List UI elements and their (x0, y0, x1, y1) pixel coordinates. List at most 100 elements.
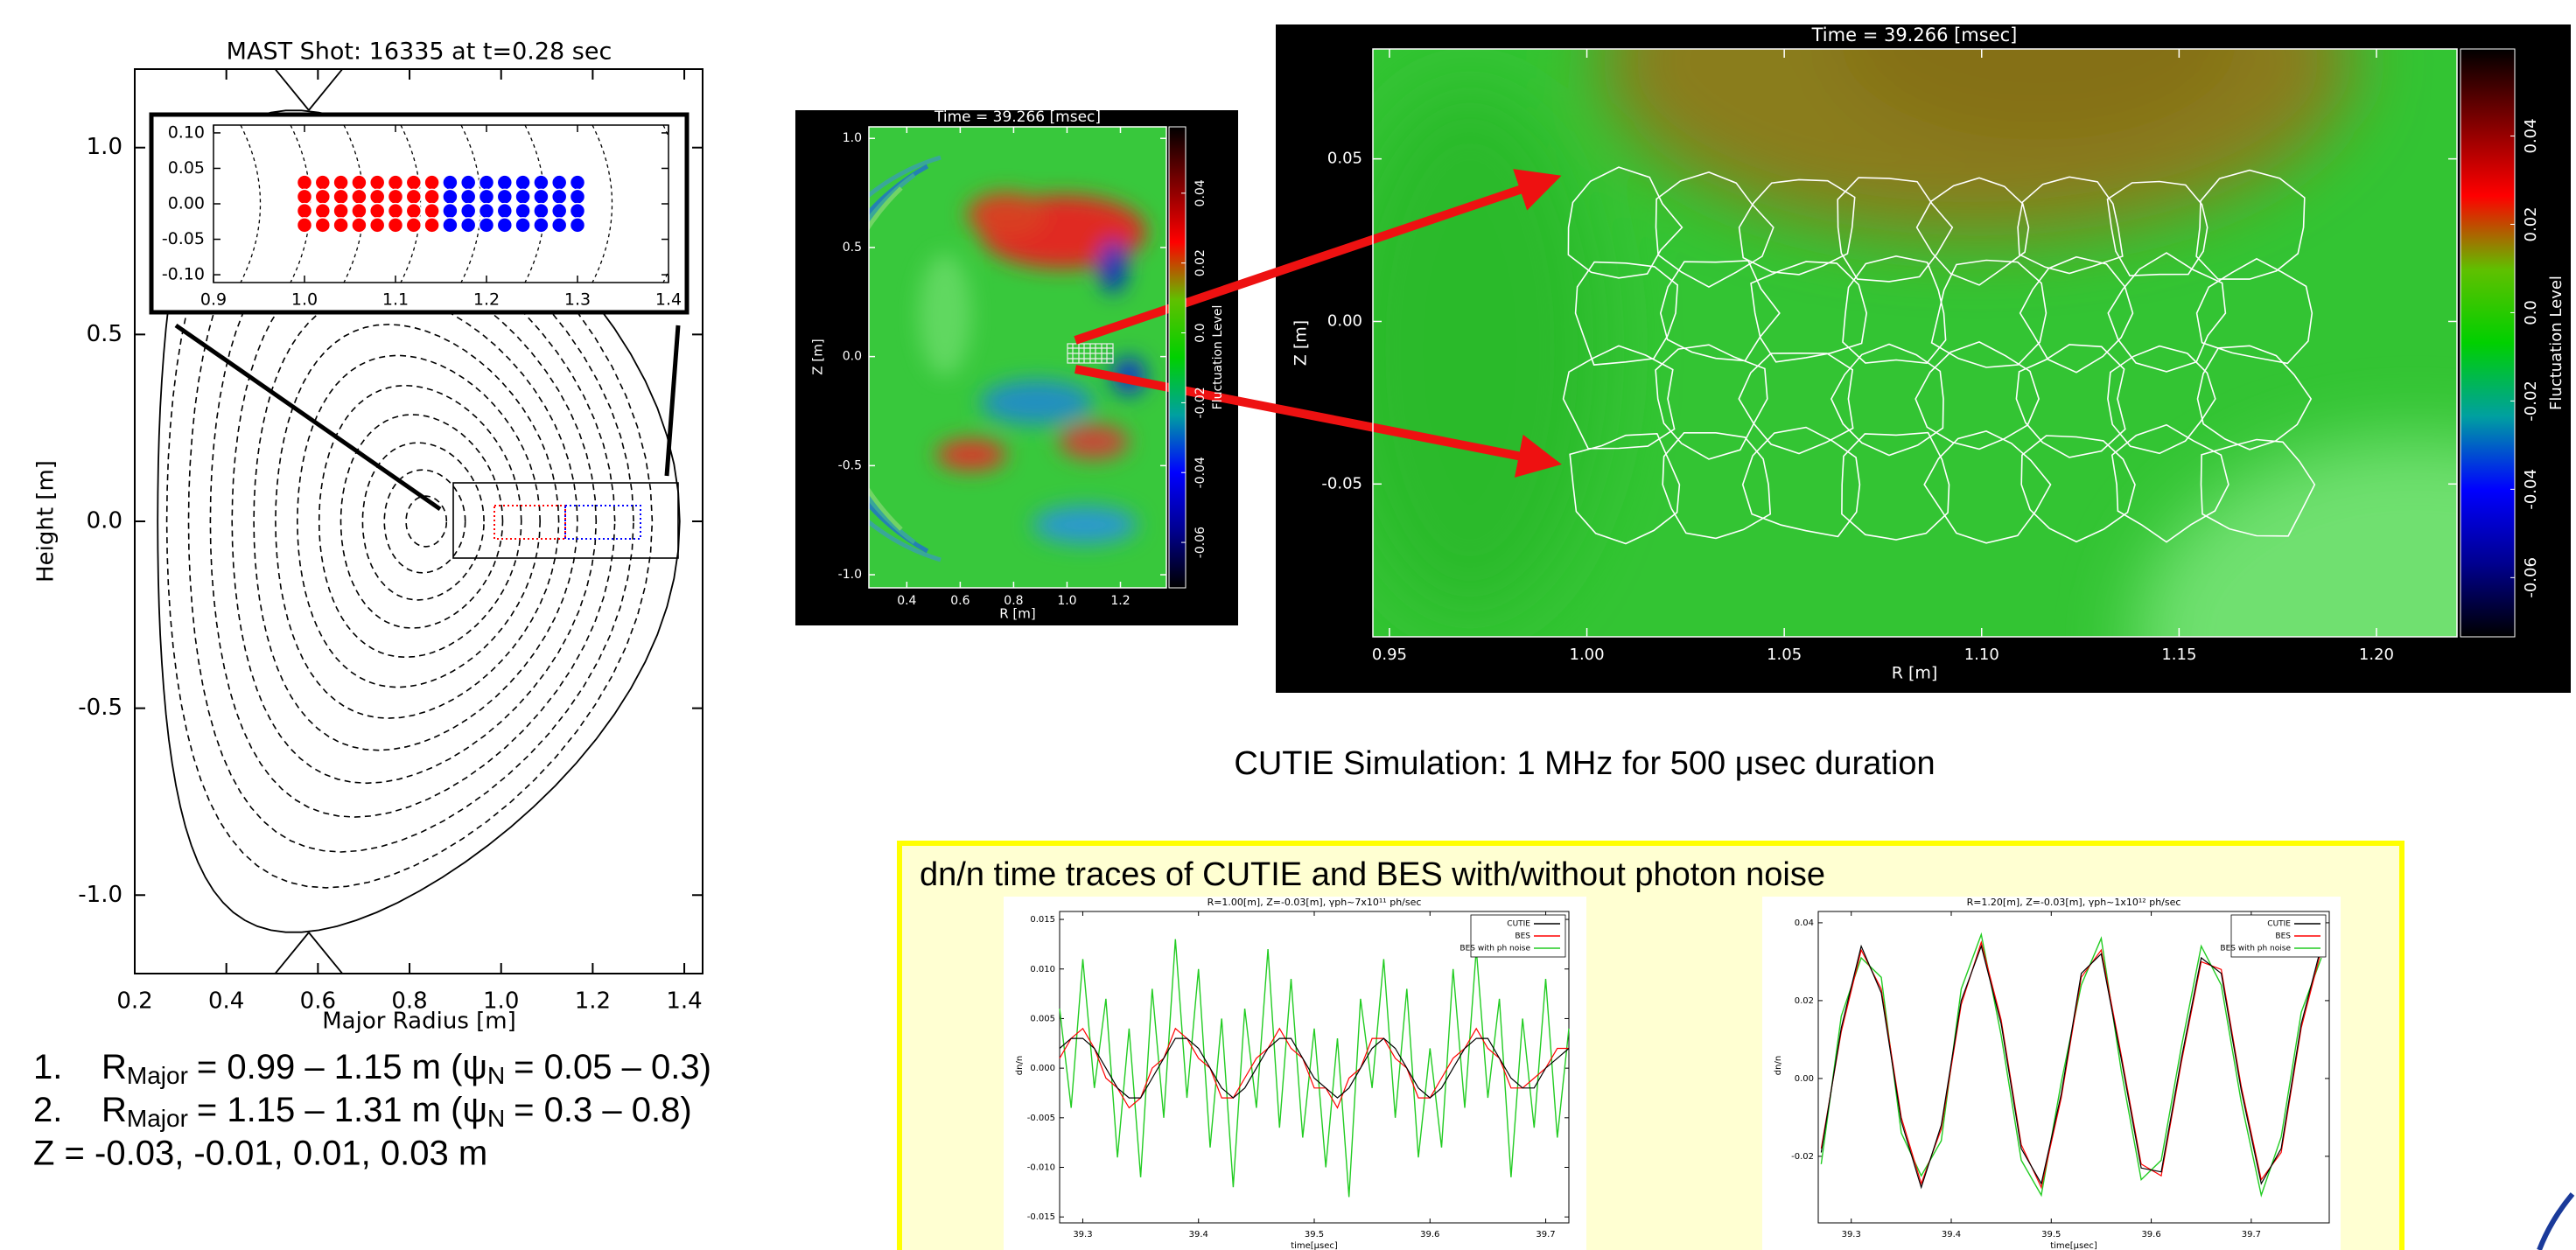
bes-channel (424, 175, 439, 190)
bes-channel (461, 218, 476, 233)
bes-channel (534, 218, 549, 233)
y-tick-label: 0.10 (168, 122, 205, 142)
y-tick-label: 0.05 (168, 158, 205, 178)
bes-channel (570, 204, 585, 219)
bes-channel (315, 204, 330, 219)
note: 2.RMajor= 1.15 – 1.31 m (ψN= 0.3 – 0.8) (33, 1091, 692, 1133)
x-tick-label: 1.2 (1110, 594, 1130, 608)
colorbar (1169, 127, 1186, 588)
bes-channel (552, 175, 567, 190)
y-tick-label: 0.5 (87, 321, 122, 347)
slide: CUTIE Simulation: 1 MHz for 500 μsec dur… (0, 0, 2576, 1250)
legend-label: CUTIE (2267, 920, 2291, 929)
bes-channel (370, 218, 385, 233)
y-tick-label: 0.010 (1030, 965, 1055, 974)
connector (667, 325, 678, 476)
legend-label: BES (2275, 932, 2291, 941)
x-axis-label: time[μsec] (1291, 1241, 1338, 1250)
bes-red-array (494, 506, 565, 539)
x-axis-label: Major Radius [m] (322, 1009, 516, 1035)
x-tick-label: 0.4 (208, 988, 244, 1015)
y-tick-label: -0.10 (162, 265, 205, 284)
note-subscript: Major (127, 1105, 188, 1132)
x-tick-label: 1.4 (666, 988, 702, 1015)
y-tick-label: 0.02 (1795, 996, 1814, 1006)
colorbar-tick-label: -0.02 (2522, 381, 2540, 422)
blob (980, 380, 1094, 425)
y-tick-label: -1.0 (838, 568, 862, 582)
flux-surface (298, 355, 540, 687)
bes-channel (333, 218, 348, 233)
colorbar-tick-label: 0.02 (2522, 206, 2540, 241)
divertor-leg (263, 932, 309, 988)
x-tick-label: 39.7 (2242, 1230, 2261, 1240)
x-axis-label: time[μsec] (2050, 1241, 2097, 1250)
y-tick-label: 0.04 (1795, 918, 1814, 928)
blob (1339, 87, 1601, 612)
bes-channel (424, 189, 439, 204)
y-tick-label: 0.5 (843, 241, 862, 255)
bes-channel (406, 175, 421, 190)
bes-channel (534, 189, 549, 204)
x-tick-label: 1.3 (564, 290, 591, 310)
x-tick-label: 1.0 (1057, 594, 1076, 608)
y-tick-label: 0.005 (1030, 1014, 1055, 1023)
y-axis-label: Z [m] (1292, 320, 1311, 366)
divertor-leg (309, 932, 354, 988)
bes-channel (315, 218, 330, 233)
bes-channel (315, 189, 330, 204)
y-tick-label: 0.015 (1030, 915, 1055, 925)
y-tick-label: -0.5 (838, 458, 862, 472)
x-tick-label: 39.6 (1420, 1230, 1439, 1240)
x-tick-label: 1.10 (1964, 646, 1999, 664)
logo-fragment (2539, 1194, 2572, 1250)
body: {"chart_data": [ {"type": "equilibrium",… (0, 0, 2576, 1250)
y-tick-label: 0.05 (1327, 150, 1362, 168)
blob (967, 192, 1046, 236)
chart-title: R=1.20[m], Z=-0.03[m], γph~1x10¹² ph/sec (1967, 897, 2181, 908)
colorbar-tick-label: -0.04 (2522, 469, 2540, 510)
x-tick-label: 1.2 (473, 290, 500, 310)
blob (1099, 241, 1127, 293)
y-tick-label: -0.5 (78, 695, 122, 721)
note-text: = 1.15 – 1.31 m (ψ (197, 1091, 487, 1129)
bes-channel (461, 175, 476, 190)
bes-channel (570, 189, 585, 204)
bes-channel (515, 218, 530, 233)
bes-channel (534, 204, 549, 219)
bes-channel (298, 218, 312, 233)
y-axis-label: Height [m] (33, 460, 60, 583)
bes-channel (388, 175, 403, 190)
x-tick-label: 0.6 (950, 594, 970, 608)
inset-flux-surface (738, 125, 758, 283)
blob (1059, 424, 1129, 459)
x-tick-label: 0.4 (897, 594, 916, 608)
x-tick-label: 1.05 (1767, 646, 1802, 664)
bes-channel (552, 189, 567, 204)
x-tick-label: 1.20 (2359, 646, 2394, 664)
y-tick-label: 0.00 (1795, 1074, 1814, 1084)
note-text: = 0.99 – 1.15 m (ψ (197, 1048, 487, 1086)
bes-channel (352, 218, 367, 233)
legend-label: BES with ph noise (1460, 945, 1530, 953)
note-number: 2. (33, 1091, 62, 1129)
y-tick-label: -0.05 (1321, 474, 1362, 492)
bes-channel (406, 189, 421, 204)
y-axis-label: Z [m] (810, 339, 826, 374)
y-tick-label: -0.010 (1027, 1163, 1055, 1173)
x-tick-label: 1.2 (575, 988, 611, 1015)
note-text: = 0.05 – 0.3) (514, 1048, 711, 1086)
flux-surface (341, 415, 503, 628)
bes-channel (515, 204, 530, 219)
x-axis-label: R [m] (1892, 664, 1938, 683)
notes: 1.RMajor= 0.99 – 1.15 m (ψN= 0.05 – 0.3)… (33, 1048, 711, 1173)
y-tick-label: -1.0 (78, 882, 122, 908)
bes-channel (388, 189, 403, 204)
connector (176, 325, 440, 509)
chart-title: R=1.00[m], Z=-0.03[m], γph~7x10¹¹ ph/sec (1208, 897, 1422, 908)
bes-channel (370, 189, 385, 204)
x-tick-label: 39.4 (1942, 1230, 1961, 1240)
bes-channel (480, 189, 494, 204)
blob (919, 254, 971, 376)
bes-channel (333, 204, 348, 219)
